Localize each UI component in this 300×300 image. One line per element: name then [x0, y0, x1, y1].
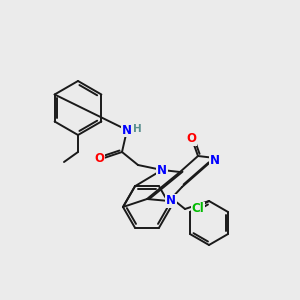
Text: N: N: [210, 154, 220, 166]
Text: N: N: [157, 164, 167, 176]
Text: N: N: [166, 194, 176, 208]
Text: H: H: [133, 124, 141, 134]
Text: N: N: [122, 124, 132, 136]
Text: Cl: Cl: [192, 202, 204, 215]
Text: O: O: [186, 133, 196, 146]
Text: O: O: [94, 152, 104, 164]
